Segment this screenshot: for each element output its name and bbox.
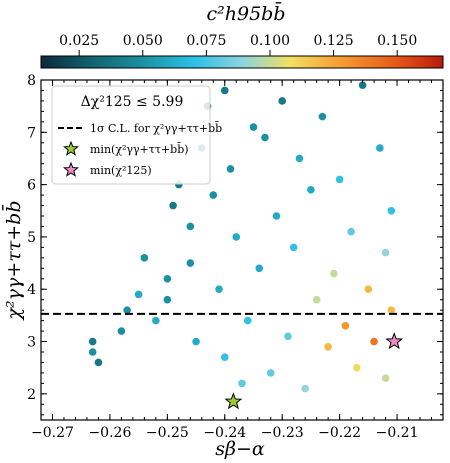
scatter-point — [261, 133, 269, 142]
scatter-point — [88, 348, 97, 356]
scatter-point — [255, 264, 264, 273]
scatter-point — [163, 295, 172, 304]
scatter-point — [94, 358, 103, 367]
y-tick-label: 8 — [27, 73, 36, 89]
scatter-point — [123, 306, 131, 314]
scatter-points — [88, 81, 396, 393]
scatter-point — [186, 222, 195, 231]
scatter-point — [117, 327, 126, 335]
scatter-point — [243, 316, 252, 325]
scatter-point — [226, 165, 235, 173]
x-tick-label: −0.21 — [376, 425, 419, 441]
scatter-point — [387, 306, 396, 314]
legend-entry-0: 1σ C.L. for χ²γγ+ττ+bb̄ — [90, 122, 222, 135]
legend-title: Δχ²125 ≤ 5.99 — [81, 94, 184, 110]
scatter-point — [238, 379, 246, 388]
scatter-point — [163, 274, 172, 283]
x-tick-label: −0.25 — [146, 425, 189, 441]
colorbar-label: c²h95bb̄ — [207, 1, 286, 25]
legend-star-green — [63, 140, 79, 156]
scatter-point — [353, 363, 361, 372]
legend-box — [51, 85, 211, 185]
y-tick-label: 6 — [27, 178, 36, 194]
scatter-point — [341, 322, 350, 330]
scatter-point — [318, 112, 327, 121]
scatter-point — [284, 332, 292, 341]
scatter-point — [324, 342, 332, 351]
scatter-point — [278, 97, 287, 105]
scatter-point — [387, 206, 396, 215]
scatter-point — [307, 186, 315, 194]
min-chi2-gg-tt-bb-star — [224, 392, 243, 410]
scatter-point — [134, 290, 143, 299]
scatter-point — [295, 154, 304, 163]
legend-entry-2: min(χ²125) — [90, 164, 152, 177]
legend-star-pink — [63, 161, 79, 177]
x-tick-label: −0.24 — [203, 425, 246, 441]
plot-frame — [40, 79, 444, 421]
x-tick-label: −0.27 — [31, 425, 74, 441]
legend: Δχ²125 ≤ 5.99 1σ C.L. for χ²γγ+ττ+bb̄ mi… — [51, 85, 222, 185]
scatter-point — [209, 191, 218, 199]
scatter-point — [335, 175, 344, 184]
y-tick-label: 5 — [27, 230, 36, 246]
y-tick-label: 2 — [27, 387, 36, 403]
scatter-point — [347, 227, 355, 236]
scatter-point — [169, 201, 177, 210]
min-chi2-125-star — [385, 332, 404, 350]
scatter-point — [220, 353, 229, 362]
colorbar — [40, 55, 444, 69]
scatter-point — [330, 269, 338, 278]
scatter-point — [381, 248, 390, 257]
scatter-point — [220, 86, 229, 95]
scatter-point — [376, 144, 384, 152]
y-tick-label: 3 — [27, 335, 36, 351]
y-axis-label: χ²γγ+ττ+bb̄ — [1, 200, 25, 321]
scatter-point — [289, 243, 298, 252]
scatter-point — [215, 285, 223, 294]
x-tick-label: −0.22 — [318, 425, 361, 441]
scatter-point — [272, 212, 281, 220]
x-tick-label: −0.23 — [261, 425, 304, 441]
legend-entry-1: min(χ²γγ+ττ+bb̄) — [90, 143, 189, 156]
scatter-point — [358, 81, 367, 90]
scatter-point — [312, 295, 321, 304]
colorbar-ticks: 0.025 0.050 0.075 0.100 0.125 0.150 — [59, 33, 417, 56]
y-tick-label: 4 — [27, 282, 36, 298]
scatter-point — [186, 259, 195, 267]
scatter-point — [192, 337, 200, 346]
scatter-point — [301, 384, 309, 393]
scatter-point — [140, 254, 149, 262]
y-tick-label: 7 — [27, 125, 36, 141]
colorbar-tick-label: 0.050 — [123, 33, 163, 49]
scatter-point — [370, 337, 378, 346]
scatter-point — [364, 285, 373, 294]
colorbar-tick-label: 0.125 — [314, 33, 354, 49]
scatter-point — [232, 233, 241, 241]
colorbar-tick-label: 0.150 — [377, 33, 417, 49]
colorbar-tick-label: 0.075 — [186, 33, 226, 49]
scatter-point — [152, 316, 160, 325]
scatter-point — [88, 337, 97, 346]
x-tick-label: −0.26 — [88, 425, 131, 441]
scatter-point — [266, 369, 275, 377]
special-stars — [224, 332, 404, 410]
colorbar-tick-label: 0.025 — [59, 33, 99, 49]
x-axis-label: sβ−α — [215, 438, 265, 460]
axes-ticks: −0.27 −0.26 −0.25 −0.24 −0.23 −0.22 −0.21 2 3 4 5 6… — [27, 73, 443, 441]
scatter-point — [381, 374, 390, 382]
colorbar-tick-label: 0.100 — [250, 33, 290, 49]
scatter-point — [249, 123, 258, 131]
